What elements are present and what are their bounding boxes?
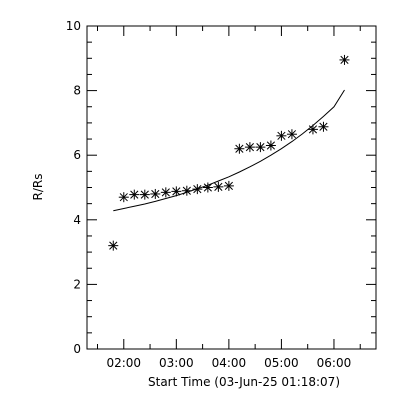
star-stroke <box>224 181 233 190</box>
data-point <box>160 187 171 198</box>
x-axis-label: Start Time (03-Jun-25 01:18:07) <box>148 375 340 389</box>
data-point <box>213 181 224 192</box>
data-points-layer <box>108 54 350 251</box>
y-axis-label: R/Rs <box>31 174 45 201</box>
star-stroke <box>308 125 318 134</box>
x-tick-label: 04:00 <box>212 356 247 370</box>
y-tick-label: 6 <box>73 148 81 162</box>
y-tick-label: 2 <box>73 277 81 291</box>
star-stroke <box>109 241 118 250</box>
star-stroke <box>119 193 128 202</box>
data-point <box>223 180 234 191</box>
data-point <box>171 186 182 197</box>
fit-curve-layer <box>113 89 345 212</box>
data-point <box>202 182 213 193</box>
data-point <box>276 130 287 141</box>
star-stroke <box>287 130 297 139</box>
data-point <box>118 192 129 203</box>
fit-curve <box>113 89 345 212</box>
star-stroke <box>319 122 328 131</box>
data-point <box>286 129 297 140</box>
data-point <box>181 185 192 196</box>
data-point <box>234 143 245 154</box>
x-tick-label: 06:00 <box>317 356 352 370</box>
data-point <box>108 240 119 251</box>
star-stroke <box>266 141 276 150</box>
star-stroke <box>151 189 160 199</box>
y-axis-ticks: 0 2 4 6 8 10 <box>66 19 376 356</box>
data-point <box>307 124 318 135</box>
data-point <box>339 54 350 65</box>
x-tick-label: 03:00 <box>159 356 194 370</box>
y-tick-label: 0 <box>73 342 81 356</box>
star-stroke <box>140 190 149 199</box>
star-stroke <box>203 183 212 192</box>
data-point <box>318 121 329 132</box>
data-point <box>192 184 203 195</box>
x-tick-label: 05:00 <box>264 356 299 370</box>
data-point <box>139 189 150 200</box>
star-stroke <box>235 144 244 153</box>
star-stroke <box>256 143 265 152</box>
star-stroke <box>172 187 181 196</box>
star-stroke <box>277 131 286 140</box>
star-stroke <box>193 185 202 194</box>
data-point <box>255 142 266 153</box>
star-stroke <box>214 182 223 191</box>
star-stroke <box>161 188 170 197</box>
x-tick-label: 02:00 <box>106 356 141 370</box>
star-stroke <box>182 186 191 195</box>
star-stroke <box>130 190 139 199</box>
x-axis-ticks: 02:00 03:00 04:00 05:00 06:00 <box>97 26 361 370</box>
plot-frame <box>86 25 377 350</box>
data-point <box>129 189 140 200</box>
data-point <box>265 140 276 151</box>
star-stroke <box>245 143 254 152</box>
data-point <box>244 142 255 153</box>
plot-border <box>86 25 377 350</box>
y-tick-label: 10 <box>66 19 81 33</box>
star-stroke <box>340 55 349 65</box>
y-tick-label: 4 <box>73 213 81 227</box>
y-tick-label: 8 <box>73 84 81 98</box>
data-point <box>150 188 161 199</box>
